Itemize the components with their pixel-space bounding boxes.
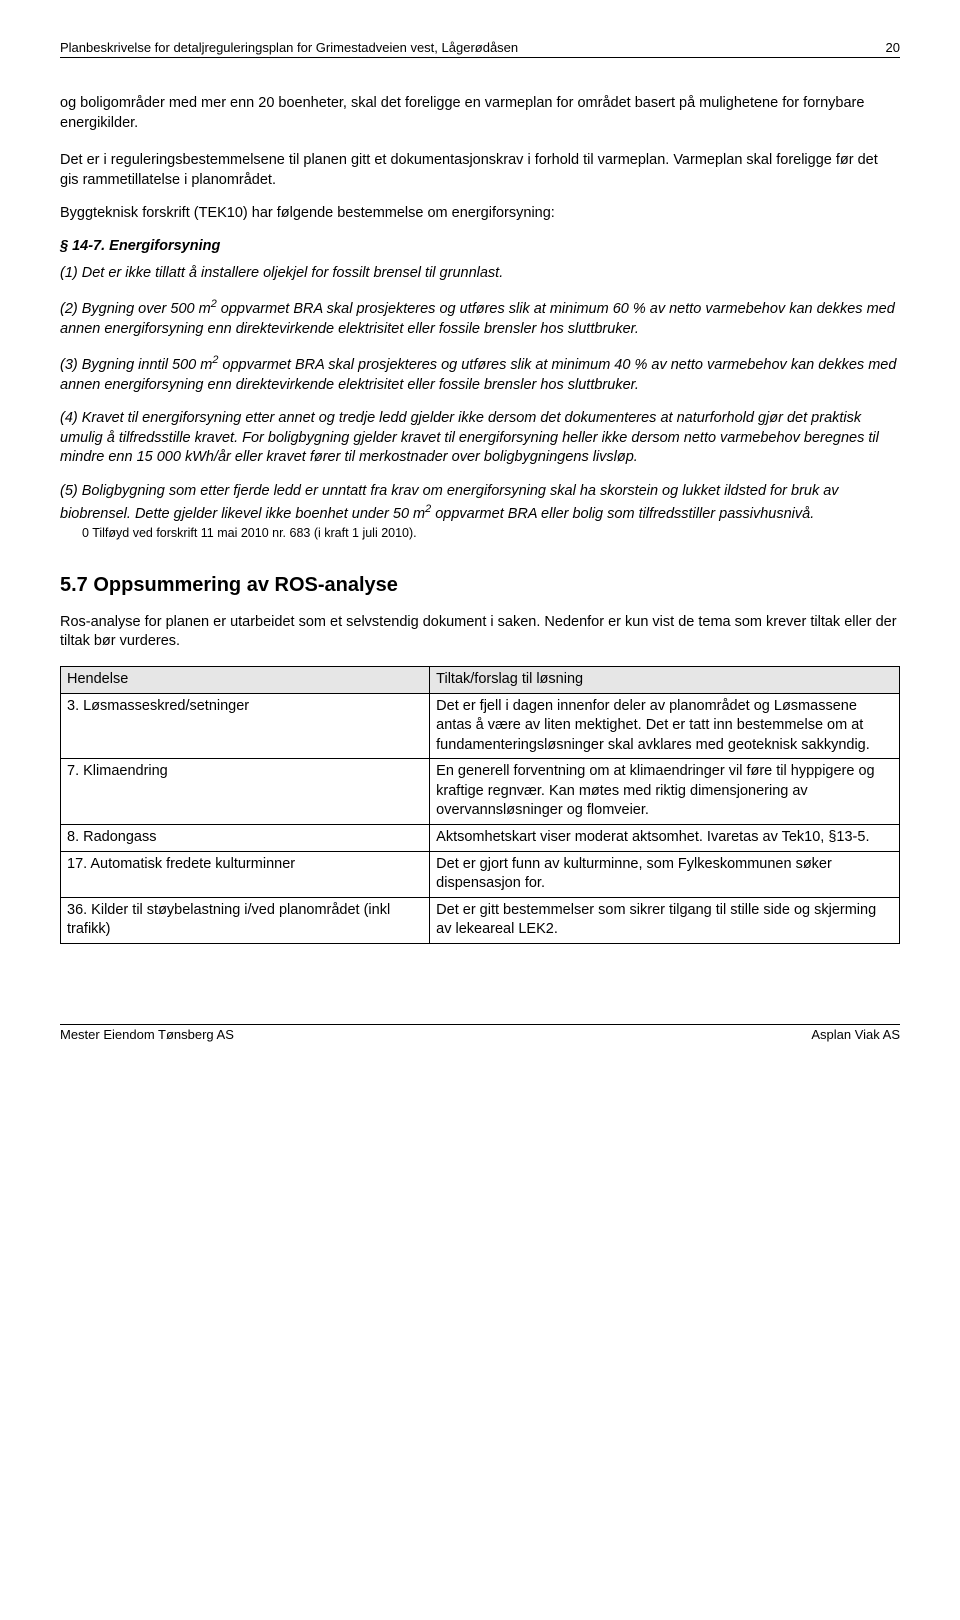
cell-action: Aktsomhetskart viser moderat aktsomhet. … <box>430 824 900 851</box>
clause-2: (2) Bygning over 500 m2 oppvarmet BRA sk… <box>60 297 900 339</box>
clause-1: (1) Det er ikke tillatt å installere olj… <box>60 264 900 284</box>
paragraph-2: Det er i reguleringsbestemmelsene til pl… <box>60 151 900 190</box>
col-hendelse: Hendelse <box>61 667 430 694</box>
table-row: 8. Radongass Aktsomhetskart viser modera… <box>61 824 900 851</box>
section-5-7-heading: 5.7 Oppsummering av ROS-analyse <box>60 574 900 597</box>
amendment-note: 0 Tilføyd ved forskrift 11 mai 2010 nr. … <box>82 526 900 540</box>
cell-event: 7. Klimaendring <box>61 759 430 825</box>
section-14-7-title: § 14-7. Energiforsyning <box>60 238 900 254</box>
page-header: Planbeskrivelse for detaljreguleringspla… <box>60 40 900 58</box>
cell-event: 8. Radongass <box>61 824 430 851</box>
ros-table: Hendelse Tiltak/forslag til løsning 3. L… <box>60 666 900 944</box>
cell-action: Det er gitt bestemmelser som sikrer tilg… <box>430 897 900 943</box>
footer-right: Asplan Viak AS <box>811 1027 900 1042</box>
cell-event: 17. Automatisk fredete kulturminner <box>61 851 430 897</box>
cell-action: Det er gjort funn av kulturminne, som Fy… <box>430 851 900 897</box>
col-tiltak: Tiltak/forslag til løsning <box>430 667 900 694</box>
footer-left: Mester Eiendom Tønsberg AS <box>60 1027 234 1042</box>
intro-paragraph: og boligområder med mer enn 20 boenheter… <box>60 94 900 133</box>
cell-action: Det er fjell i dagen innenfor deler av p… <box>430 693 900 759</box>
clause-3-a: (3) Bygning inntil 500 m <box>60 357 212 373</box>
table-header-row: Hendelse Tiltak/forslag til løsning <box>61 667 900 694</box>
page-number: 20 <box>886 40 900 55</box>
cell-event: 36. Kilder til støybelastning i/ved plan… <box>61 897 430 943</box>
table-row: 3. Løsmasseskred/setninger Det er fjell … <box>61 693 900 759</box>
table-row: 7. Klimaendring En generell forventning … <box>61 759 900 825</box>
page-footer: Mester Eiendom Tønsberg AS Asplan Viak A… <box>60 1024 900 1042</box>
clause-3: (3) Bygning inntil 500 m2 oppvarmet BRA … <box>60 353 900 395</box>
clause-4: (4) Kravet til energiforsyning etter ann… <box>60 409 900 468</box>
cell-event: 3. Løsmasseskred/setninger <box>61 693 430 759</box>
clause-2-a: (2) Bygning over 500 m <box>60 301 211 317</box>
clause-5-b: oppvarmet BRA eller bolig som tilfredsst… <box>431 505 814 521</box>
cell-action: En generell forventning om at klimaendri… <box>430 759 900 825</box>
table-row: 17. Automatisk fredete kulturminner Det … <box>61 851 900 897</box>
paragraph-3: Byggteknisk forskrift (TEK10) har følgen… <box>60 204 900 224</box>
table-row: 36. Kilder til støybelastning i/ved plan… <box>61 897 900 943</box>
clause-5: (5) Boligbygning som etter fjerde ledd e… <box>60 482 900 524</box>
header-title: Planbeskrivelse for detaljreguleringspla… <box>60 40 518 55</box>
ros-intro: Ros-analyse for planen er utarbeidet som… <box>60 613 900 652</box>
